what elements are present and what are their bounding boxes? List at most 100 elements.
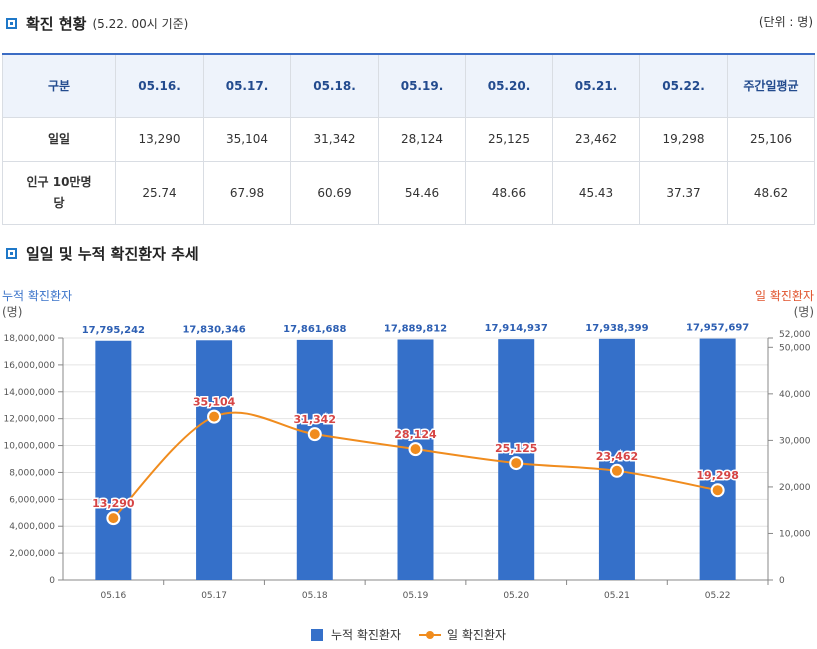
table-cell: 28,124 (378, 116, 466, 162)
right-tick-label: 50,000 (779, 343, 811, 353)
x-tick-label: 05.21 (604, 591, 630, 601)
table-cell: 37.37 (639, 160, 728, 225)
col-header: 05.20. (465, 53, 553, 118)
bar-cumulative (699, 338, 736, 580)
section-square-icon (6, 248, 17, 259)
table-cell: 67.98 (203, 160, 291, 225)
row-label: 인구 10만명당 (2, 160, 116, 225)
bar-cumulative (95, 340, 132, 580)
x-tick-label: 05.22 (705, 591, 731, 601)
right-tick-label: 52,000 (779, 330, 811, 340)
bar-cumulative (296, 339, 333, 580)
trend-section-title: 일일 및 누적 확진환자 추세 (6, 243, 199, 264)
table-cell: 25,125 (465, 116, 553, 162)
x-tick-label: 05.20 (503, 591, 529, 601)
table-cell: 48.66 (465, 160, 553, 225)
right-axis-unit: (명) (794, 305, 814, 319)
bar-cumulative (397, 339, 434, 580)
left-tick-label: 18,000,000 (3, 334, 55, 344)
col-header: 05.21. (552, 53, 640, 118)
right-tick-label: 0 (779, 576, 785, 586)
table-cell: 35,104 (203, 116, 291, 162)
left-tick-label: 10,000,000 (3, 442, 55, 452)
daily-data-label: 25,125 (495, 442, 537, 455)
section-square-icon (6, 18, 17, 29)
bar-data-label: 17,957,697 (686, 323, 749, 334)
x-tick-label: 05.16 (100, 591, 126, 601)
right-tick-label: 30,000 (779, 436, 811, 446)
legend-label: 누적 확진환자 (330, 628, 402, 642)
status-subtitle: (5.22. 00시 기준) (92, 17, 189, 31)
legend-line-swatch (419, 629, 442, 641)
table-row: 인구 10만명당 25.74 67.98 60.69 54.46 48.66 4… (2, 160, 815, 225)
left-tick-label: 8,000,000 (9, 468, 55, 478)
status-section-title: 확진 현황 (5.22. 00시 기준) (6, 13, 188, 34)
bar-data-label: 17,938,399 (585, 323, 648, 334)
table-cell: 45.43 (552, 160, 640, 225)
legend-label: 일 확진환자 (447, 628, 507, 642)
legend-bar-swatch (310, 628, 323, 641)
bar-data-label: 17,795,242 (82, 325, 145, 336)
left-tick-label: 16,000,000 (3, 361, 55, 371)
bar-cumulative (196, 340, 233, 580)
table-cell: 25.74 (115, 160, 204, 225)
daily-data-label: 23,462 (596, 450, 638, 463)
col-header: 05.16. (115, 53, 204, 118)
legend-item-cumulative[interactable]: 누적 확진환자 (310, 626, 402, 643)
chart-legend: 누적 확진환자 일 확진환자 (0, 626, 817, 643)
daily-point (609, 463, 624, 478)
daily-point (509, 456, 524, 471)
left-tick-label: 2,000,000 (9, 549, 55, 559)
right-tick-label: 10,000 (779, 529, 811, 539)
table-cell: 60.69 (290, 160, 379, 225)
left-tick-label: 6,000,000 (9, 495, 55, 505)
daily-data-label: 13,290 (92, 497, 135, 510)
bar-data-label: 17,830,346 (182, 324, 245, 335)
legend-item-daily[interactable]: 일 확진환자 (419, 626, 506, 643)
left-axis-unit: (명) (2, 305, 22, 319)
left-tick-label: 0 (49, 576, 55, 586)
daily-data-label: 31,342 (294, 413, 336, 426)
left-tick-label: 12,000,000 (3, 415, 55, 425)
table-cell: 31,342 (290, 116, 379, 162)
daily-data-label: 35,104 (193, 396, 236, 409)
right-tick-label: 40,000 (779, 390, 811, 400)
left-tick-label: 4,000,000 (9, 522, 55, 532)
left-tick-label: 14,000,000 (3, 388, 55, 398)
bar-data-label: 17,861,688 (283, 324, 346, 335)
daily-point (106, 511, 121, 526)
trend-title: 일일 및 누적 확진환자 추세 (26, 245, 199, 263)
trend-chart: 누적 확진환자 (명) 일 확진환자 (명) 0 2,000,000 4,000,000 6,… (2, 289, 814, 601)
right-axis-title: 일 확진환자 (755, 289, 814, 303)
table-cell: 19,298 (639, 116, 728, 162)
table-cell: 13,290 (115, 116, 204, 162)
bar-cumulative (598, 338, 635, 580)
right-tick-label: 20,000 (779, 483, 811, 493)
status-title: 확진 현황 (26, 15, 87, 33)
daily-point (710, 483, 725, 498)
table-header-row: 구분 05.16. 05.17. 05.18. 05.19. 05.20. 05… (2, 53, 815, 118)
left-axis-title: 누적 확진환자 (2, 289, 72, 303)
daily-data-label: 19,298 (696, 469, 738, 482)
daily-point (307, 427, 322, 442)
bar-data-label: 17,914,937 (485, 323, 548, 334)
table-cell: 25,106 (727, 116, 815, 162)
daily-data-label: 28,124 (394, 428, 437, 441)
row-label: 일일 (2, 116, 116, 162)
daily-point (207, 409, 222, 424)
col-header: 구분 (2, 53, 116, 118)
x-tick-label: 05.19 (403, 591, 429, 601)
table-cell: 23,462 (552, 116, 640, 162)
table-cell: 54.46 (378, 160, 466, 225)
table-row: 일일 13,290 35,104 31,342 28,124 25,125 23… (2, 116, 815, 162)
unit-note: (단위 : 명) (758, 15, 813, 29)
bar-data-label: 17,889,812 (384, 323, 447, 334)
col-header: 05.18. (290, 53, 379, 118)
x-tick-label: 05.17 (201, 591, 227, 601)
col-header: 05.19. (378, 53, 466, 118)
x-tick-label: 05.18 (302, 591, 328, 601)
col-header: 05.17. (203, 53, 291, 118)
status-table: 구분 05.16. 05.17. 05.18. 05.19. 05.20. 05… (2, 53, 815, 225)
col-header: 주간일평균 (727, 53, 815, 118)
table-cell: 48.62 (727, 160, 815, 225)
